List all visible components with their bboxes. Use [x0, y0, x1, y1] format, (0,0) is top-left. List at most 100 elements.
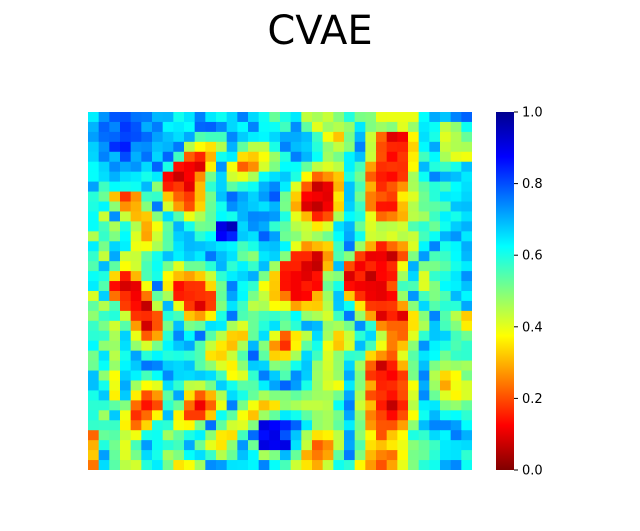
heatmap-cell	[461, 420, 472, 431]
heatmap-cell	[333, 440, 345, 451]
heatmap-cell	[397, 400, 409, 411]
heatmap-cell	[333, 320, 345, 332]
heatmap-cell	[109, 390, 121, 401]
heatmap-cell	[248, 420, 260, 431]
heatmap-cell	[386, 181, 398, 193]
heatmap-cell	[173, 271, 185, 282]
heatmap-cell	[173, 281, 185, 292]
heatmap-cell	[152, 350, 164, 362]
heatmap-cell	[429, 191, 441, 203]
heatmap-cell	[173, 251, 185, 262]
heatmap-cell	[397, 310, 409, 322]
heatmap-cell	[248, 181, 260, 193]
heatmap-cell	[173, 310, 185, 322]
heatmap-cell	[184, 161, 196, 173]
heatmap-cell	[269, 271, 281, 282]
heatmap-cell	[376, 211, 388, 222]
heatmap-cell	[237, 410, 249, 421]
heatmap-cell	[312, 171, 324, 183]
heatmap-cell	[280, 211, 292, 222]
heatmap-cell	[280, 231, 292, 242]
heatmap-cell	[354, 281, 366, 292]
heatmap-cell	[258, 131, 270, 143]
heatmap-cell	[450, 171, 462, 183]
heatmap-cell	[248, 320, 260, 332]
heatmap-cell	[248, 251, 260, 262]
heatmap-cell	[354, 221, 366, 232]
heatmap-cell	[88, 400, 100, 411]
heatmap-cell	[280, 310, 292, 322]
heatmap-cell	[258, 350, 270, 362]
heatmap-cell	[205, 300, 217, 312]
heatmap-cell	[280, 131, 292, 143]
heatmap-cell	[258, 300, 270, 312]
heatmap-cell	[269, 410, 281, 421]
heatmap-cell	[354, 300, 366, 312]
heatmap-cell	[365, 151, 377, 163]
heatmap-cell	[184, 271, 196, 282]
heatmap-cell	[184, 181, 196, 193]
heatmap-cell	[120, 271, 132, 282]
heatmap-cell	[461, 211, 472, 222]
heatmap-cell	[248, 221, 260, 232]
heatmap-cell	[152, 112, 164, 123]
heatmap-cell	[226, 291, 238, 302]
heatmap-cell	[376, 350, 388, 362]
heatmap-cell	[322, 420, 334, 431]
heatmap-cell	[386, 251, 398, 262]
heatmap-cell	[130, 131, 142, 143]
heatmap-cell	[205, 161, 217, 173]
heatmap-cell	[450, 151, 462, 163]
heatmap-cell	[269, 231, 281, 242]
heatmap-cell	[386, 112, 398, 123]
heatmap-cell	[173, 440, 185, 451]
heatmap-cell	[237, 460, 249, 470]
heatmap-cell	[194, 350, 206, 362]
heatmap-cell	[397, 251, 409, 262]
heatmap-cell	[88, 410, 100, 421]
heatmap-cell	[162, 121, 174, 133]
heatmap-cell	[290, 300, 302, 312]
heatmap-cell	[386, 221, 398, 232]
heatmap-cell	[88, 171, 100, 183]
heatmap-cell	[248, 430, 260, 441]
heatmap-cell	[376, 281, 388, 292]
heatmap-cell	[109, 131, 121, 143]
heatmap-cell	[269, 221, 281, 232]
heatmap-cell	[248, 271, 260, 282]
heatmap-cell	[216, 221, 228, 232]
heatmap-cell	[344, 400, 356, 411]
heatmap-cell	[365, 211, 377, 222]
heatmap-cell	[354, 400, 366, 411]
heatmap-cell	[226, 390, 238, 401]
heatmap-cell	[237, 181, 249, 193]
heatmap-cell	[88, 141, 100, 153]
heatmap-cell	[333, 330, 345, 342]
heatmap-cell	[312, 380, 324, 392]
heatmap-cell	[365, 320, 377, 332]
heatmap-cell	[162, 310, 174, 322]
heatmap-cell	[365, 420, 377, 431]
heatmap-cell	[141, 211, 153, 222]
heatmap-cell	[237, 131, 249, 143]
heatmap-cell	[258, 400, 270, 411]
heatmap-cell	[269, 330, 281, 342]
heatmap-cell	[408, 340, 420, 352]
heatmap-cell	[120, 370, 132, 382]
heatmap-cell	[386, 460, 398, 470]
heatmap-cell	[269, 291, 281, 302]
heatmap-cell	[205, 281, 217, 292]
heatmap-cell	[205, 410, 217, 421]
heatmap-cell	[141, 271, 153, 282]
heatmap-cell	[205, 201, 217, 213]
heatmap-cell	[269, 171, 281, 183]
heatmap-cell	[141, 400, 153, 411]
heatmap-cell	[88, 211, 100, 222]
heatmap-cell	[194, 211, 206, 222]
heatmap-cell	[130, 310, 142, 322]
heatmap-cell	[184, 440, 196, 451]
heatmap-cell	[333, 201, 345, 213]
heatmap-cell	[226, 350, 238, 362]
heatmap-cell	[408, 261, 420, 272]
heatmap-cell	[152, 390, 164, 401]
